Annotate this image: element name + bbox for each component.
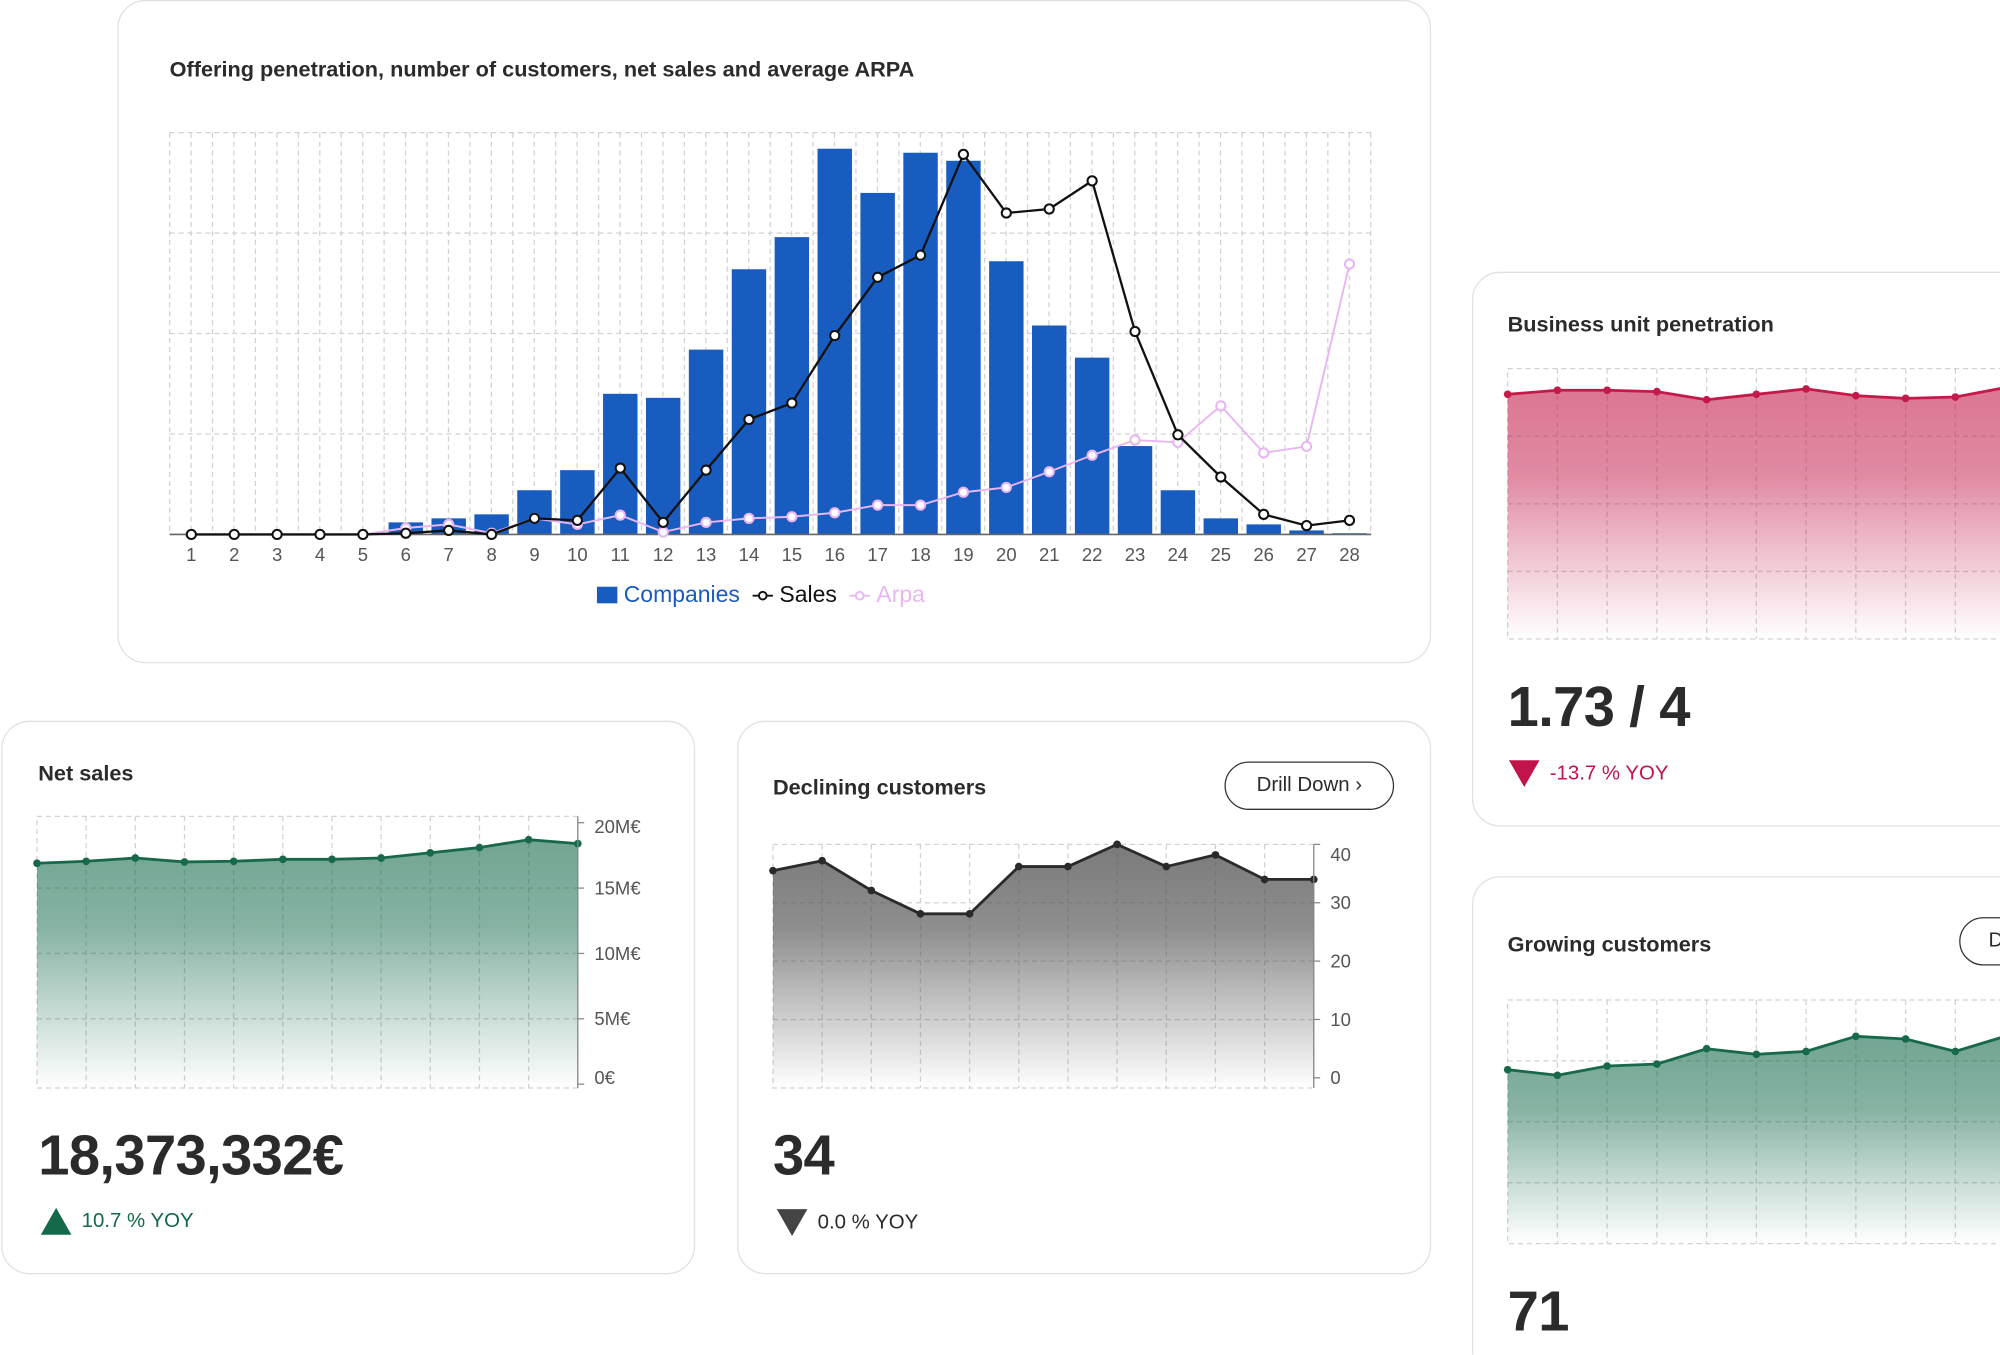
offering-card: Offering penetration, number of customer… (117, 0, 1432, 664)
declining-drill-down-button[interactable]: Drill Down › (1224, 761, 1395, 810)
declining-card: Declining customers Drill Down › 34 0.0 … (737, 720, 1432, 1275)
declining-title: Declining customers (772, 775, 987, 800)
legend-label: Companies (623, 581, 740, 608)
line-marker-icon (849, 590, 870, 600)
net-sales-value: 18,373,332€ (38, 1124, 344, 1188)
net-sales-title: Net sales (38, 761, 134, 786)
net-sales-yoy: 10.7 % YOY (40, 1207, 194, 1235)
legend-label: Sales (779, 581, 837, 608)
offering-title: Offering penetration, number of customer… (169, 57, 915, 82)
legend-label: Arpa (876, 581, 925, 608)
growing-drill-down-button[interactable]: Drill Down › (1959, 917, 2000, 966)
net-sales-card: Net sales 18,373,332€ 10.7 % YOY (1, 720, 696, 1275)
legend-sales[interactable]: Sales (752, 581, 837, 609)
declining-value: 34 (772, 1124, 835, 1188)
business-unit-yoy: -13.7 % YOY (1508, 760, 1669, 787)
yoy-text: 0.0 % YOY (817, 1211, 919, 1233)
declining-yoy: 0.0 % YOY (776, 1209, 919, 1236)
business-unit-title: Business unit penetration (1507, 312, 1774, 337)
yoy-text: 10.7 % YOY (81, 1209, 194, 1232)
growing-value: 71 (1507, 1280, 1570, 1344)
yoy-text: -13.7 % YOY (1549, 762, 1669, 784)
trend-down-icon (776, 1209, 808, 1236)
trend-up-icon (40, 1207, 72, 1235)
growing-card: Growing customers Drill Down › 71 (1471, 876, 2000, 1355)
business-unit-value: 1.73 / 4 (1507, 676, 1691, 739)
growing-title: Growing customers (1507, 932, 1712, 957)
trend-down-icon (1508, 760, 1540, 787)
business-unit-card: Business unit penetration 1.73 / 4 -13.7… (1471, 271, 2000, 827)
offering-legend: Companies Sales Arpa (596, 581, 925, 609)
square-icon (596, 586, 618, 604)
line-marker-icon (752, 590, 774, 600)
legend-arpa[interactable]: Arpa (849, 581, 925, 609)
legend-companies[interactable]: Companies (596, 581, 740, 609)
